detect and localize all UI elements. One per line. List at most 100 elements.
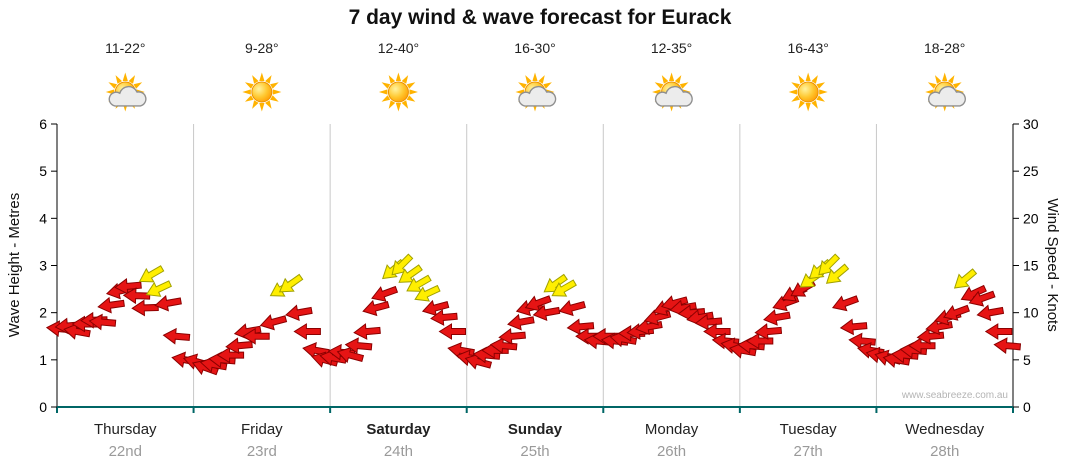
sun-icon xyxy=(788,72,828,112)
wind-arrow xyxy=(507,313,535,331)
wind-arrow xyxy=(703,323,731,340)
watermark-text: www.seabreeze.com.au xyxy=(901,390,1008,401)
wind-arrow xyxy=(225,337,253,355)
day-temp-range: 18-28° xyxy=(924,40,966,56)
right-tick-label: 10 xyxy=(1023,305,1039,321)
wind-arrow xyxy=(278,273,304,293)
right-tick-label: 0 xyxy=(1023,399,1031,415)
wind-arrow xyxy=(154,295,182,312)
wind-arrow xyxy=(524,295,552,312)
wind-arrow xyxy=(421,299,450,317)
wind-arrow xyxy=(968,290,996,307)
wind-arrow xyxy=(763,309,791,326)
wind-arrow xyxy=(353,323,381,340)
wind-arrow xyxy=(993,337,1022,355)
left-tick-label: 3 xyxy=(39,258,47,274)
wind-arrow xyxy=(551,279,577,297)
day-temp-range: 11-22° xyxy=(105,40,146,56)
day-date-label: 25th xyxy=(520,443,550,460)
wind-arrow xyxy=(398,264,423,283)
right-tick-label: 20 xyxy=(1023,210,1039,226)
wind-arrow xyxy=(162,327,191,345)
wind-arrow xyxy=(818,253,841,276)
wind-arrow xyxy=(242,327,270,345)
wind-arrow xyxy=(839,318,868,336)
right-tick-label: 5 xyxy=(1023,352,1031,368)
page-title: 7 day wind & wave forecast for Eurack xyxy=(348,6,732,29)
wind-arrow xyxy=(745,332,774,350)
wind-arrow xyxy=(532,304,561,322)
right-tick-label: 15 xyxy=(1023,258,1039,274)
sun-cloud-icon xyxy=(925,72,966,112)
wind-arrow xyxy=(406,274,432,292)
day-name-label: Thursday xyxy=(94,421,157,438)
wind-arrow xyxy=(438,323,466,340)
sun-cloud-icon xyxy=(105,72,147,112)
day-name-label: Wednesday xyxy=(905,421,985,438)
wind-arrow xyxy=(97,296,125,314)
left-tick-label: 6 xyxy=(39,116,47,132)
wind-arrow xyxy=(754,323,783,340)
wind-arrow xyxy=(916,327,945,345)
wind-arrow xyxy=(976,304,1005,322)
day-temp-range: 9-28° xyxy=(245,40,279,56)
wind-arrow xyxy=(848,332,876,350)
wind-arrow xyxy=(259,314,288,331)
day-date-label: 26th xyxy=(656,443,687,460)
wind-arrow xyxy=(63,323,91,340)
day-temp-range: 12-40° xyxy=(377,40,420,56)
sun-cloud-icon xyxy=(515,72,557,112)
wind-arrow xyxy=(489,337,518,355)
sun-cloud-icon xyxy=(652,72,693,112)
left-tick-label: 2 xyxy=(39,305,47,321)
wind-arrow xyxy=(609,330,638,348)
wind-arrow xyxy=(344,337,373,355)
wind-arrow xyxy=(942,304,970,321)
day-name-label: Saturday xyxy=(366,421,431,438)
left-tick-label: 5 xyxy=(39,163,47,179)
wind-arrow xyxy=(216,346,245,364)
left-tick-label: 0 xyxy=(39,399,47,415)
wind-arrow xyxy=(285,304,313,322)
day-date-label: 28th xyxy=(930,443,960,460)
wind-arrow xyxy=(498,327,526,345)
wind-arrow xyxy=(88,313,117,331)
day-name-label: Tuesday xyxy=(779,421,837,438)
wind-arrow xyxy=(430,309,458,326)
day-name-label: Monday xyxy=(644,421,699,438)
wind-arrow xyxy=(558,299,586,317)
wind-arrow xyxy=(825,263,850,284)
wind-arrow xyxy=(414,284,441,302)
wind-arrow xyxy=(908,337,936,355)
wind-arrow xyxy=(114,277,142,295)
wind-arrow xyxy=(464,353,493,370)
right-tick-label: 30 xyxy=(1023,116,1039,132)
wind-arrow xyxy=(566,318,595,336)
wind-arrow xyxy=(953,268,978,289)
wind-arrow xyxy=(138,265,165,283)
day-name-label: Friday xyxy=(241,421,283,438)
right-axis-label: Wind Speed - Knots xyxy=(1044,198,1061,332)
sun-icon xyxy=(242,72,282,112)
day-temp-range: 16-43° xyxy=(787,40,829,56)
wind-arrow xyxy=(371,285,399,302)
day-temp-range: 16-30° xyxy=(514,40,556,56)
day-date-label: 22nd xyxy=(108,443,142,460)
wind-arrow xyxy=(694,313,723,331)
day-date-label: 24th xyxy=(383,443,414,460)
wind-arrow xyxy=(145,280,173,297)
wind-arrow xyxy=(984,323,1013,340)
day-temp-range: 12-35° xyxy=(650,40,693,56)
right-tick-label: 25 xyxy=(1023,163,1039,179)
sun-icon xyxy=(378,72,418,112)
day-name-label: Sunday xyxy=(507,421,563,438)
left-tick-label: 1 xyxy=(39,352,47,368)
wind-arrow xyxy=(362,299,390,317)
day-date-label: 27th xyxy=(793,443,823,460)
wind-arrow xyxy=(293,323,321,340)
day-date-label: 23rd xyxy=(246,443,277,460)
left-tick-label: 4 xyxy=(39,210,47,226)
wind-arrow xyxy=(831,295,859,312)
